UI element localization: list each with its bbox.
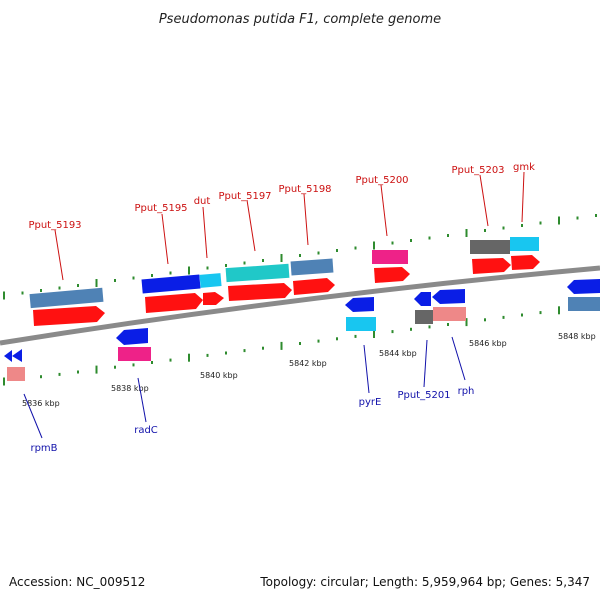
scale-label: 5838 kbp: [111, 384, 149, 393]
gene-label-top[interactable]: Pput_5200: [355, 175, 408, 186]
leader-line: [54, 229, 64, 281]
gene-label-top[interactable]: Pput_5195: [134, 203, 187, 214]
feature-blue-arrow[interactable]: [116, 328, 148, 345]
leader-line: [137, 377, 147, 423]
scale-label: 5848 kbp: [558, 332, 596, 341]
gene-label-bottom[interactable]: Pput_5201: [397, 390, 450, 401]
scale-label: 5846 kbp: [469, 339, 507, 348]
feature-pink[interactable]: [372, 250, 408, 264]
lower-gene-labels: rpmB radC pyrE Pput_5201 rph: [23, 336, 475, 454]
gene-label-bottom[interactable]: pyrE: [359, 397, 382, 408]
feature-steel[interactable]: [290, 258, 334, 276]
feature-red-arrow[interactable]: [293, 278, 335, 295]
gene-label-top[interactable]: Pput_5203: [451, 165, 504, 176]
leader-line: [451, 336, 466, 381]
gene-label-bottom[interactable]: rpmB: [30, 443, 57, 454]
feature-red-arrow[interactable]: [472, 258, 511, 274]
feature-red-arrow[interactable]: [145, 293, 203, 313]
feature-blue-arrow[interactable]: [12, 349, 22, 362]
upper-gene-labels: Pput_5193 Pput_5195 dut Pput_5197 Pput_5…: [28, 162, 535, 281]
feature-red-arrow[interactable]: [511, 255, 540, 270]
feature-cyan[interactable]: [199, 273, 222, 288]
feature-blue-arrow[interactable]: [414, 292, 431, 306]
scale-label: 5842 kbp: [289, 359, 327, 368]
leader-line: [303, 193, 309, 246]
gene-label-top[interactable]: gmk: [513, 162, 535, 173]
gene-label-top[interactable]: dut: [194, 196, 211, 207]
feature-red-arrow[interactable]: [203, 292, 224, 305]
feature-blue-arrow[interactable]: [345, 297, 374, 312]
feature-blue-arrow[interactable]: [567, 279, 600, 294]
upper-tick-track: [3, 214, 597, 300]
feature-blue-arrow[interactable]: [432, 289, 465, 304]
leader-line: [380, 184, 388, 237]
feature-steel[interactable]: [568, 297, 600, 311]
feature-red-arrow[interactable]: [228, 283, 292, 301]
feature-gray[interactable]: [415, 310, 433, 324]
gene-label-top[interactable]: Pput_5193: [28, 220, 81, 231]
upper-features: [29, 237, 540, 326]
leader-line: [423, 339, 428, 388]
accession-text: Accession: NC_009512: [9, 575, 145, 589]
feature-salmon[interactable]: [433, 307, 466, 321]
scale-label: 5840 kbp: [200, 371, 238, 380]
feature-salmon[interactable]: [7, 367, 25, 381]
feature-gray[interactable]: [470, 240, 510, 254]
lower-tick-track: [3, 304, 597, 386]
feature-red-arrow[interactable]: [33, 306, 105, 326]
feature-cyan[interactable]: [346, 317, 376, 331]
leader-line: [246, 199, 256, 252]
gene-label-top[interactable]: Pput_5197: [218, 191, 271, 202]
scale-labels: 5836 kbp 5838 kbp 5840 kbp 5842 kbp 5844…: [22, 332, 596, 408]
genome-backbone: [0, 265, 600, 346]
gene-label-top[interactable]: Pput_5198: [278, 184, 331, 195]
leader-line: [161, 213, 169, 265]
leader-line: [202, 206, 208, 259]
leader-line: [521, 171, 525, 223]
feature-blue[interactable]: [141, 274, 201, 294]
feature-pink[interactable]: [118, 347, 151, 361]
scale-label: 5836 kbp: [22, 399, 60, 408]
feature-red-arrow[interactable]: [374, 267, 410, 283]
leader-line: [23, 393, 43, 439]
lower-features: [4, 279, 600, 381]
genome-summary-text: Topology: circular; Length: 5,959,964 bp…: [259, 575, 590, 589]
gene-label-bottom[interactable]: radC: [134, 425, 158, 436]
leader-line: [363, 344, 370, 394]
scale-label: 5844 kbp: [379, 349, 417, 358]
feature-teal[interactable]: [225, 263, 290, 283]
feature-blue-arrow[interactable]: [4, 350, 12, 362]
feature-steel[interactable]: [29, 287, 104, 309]
leader-line: [479, 174, 489, 227]
gene-label-bottom[interactable]: rph: [458, 386, 475, 397]
map-title: Pseudomonas putida F1, complete genome: [159, 12, 441, 27]
feature-cyan[interactable]: [510, 237, 539, 251]
